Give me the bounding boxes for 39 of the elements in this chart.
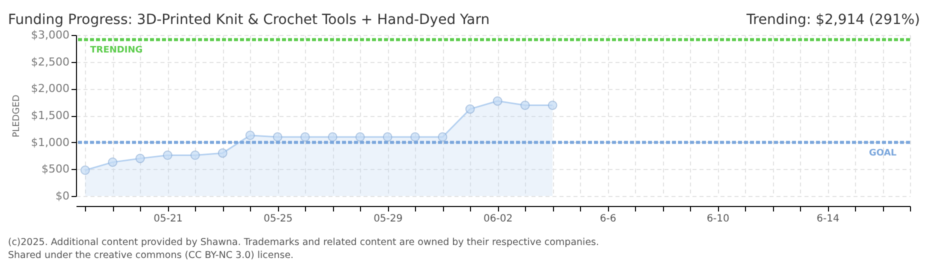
y-tick-label: $1,500: [31, 109, 70, 122]
point: [300, 132, 310, 142]
point: [135, 154, 145, 164]
text: Shared under the creative commons (CC BY-NC 3.0) license.: [8, 250, 294, 261]
x-tick-label: 6-6: [600, 214, 616, 224]
point: [80, 166, 90, 175]
point: [108, 158, 118, 167]
chart-subtitle: Trending: $2,914 (291%): [746, 12, 920, 28]
x-tick-label: 05-29: [374, 214, 403, 224]
point: [465, 104, 475, 114]
y-tick-label: $2,500: [31, 55, 70, 68]
y-tick-label: $500: [42, 162, 70, 176]
point: [272, 132, 282, 142]
x-tick-label: 05-25: [264, 214, 293, 224]
point: [190, 150, 200, 160]
y-tick-label: $1,000: [31, 136, 70, 149]
y-tick-label: $0: [56, 190, 70, 202]
y-tick-label: $2,000: [31, 82, 70, 96]
ref-line-label: TRENDING: [90, 46, 143, 56]
x-tick-label: 06-02: [484, 214, 513, 224]
point: [492, 96, 502, 106]
x-tick-label: 6-10: [706, 214, 730, 224]
point: [355, 132, 365, 142]
x-tick-label: 05-21: [154, 214, 183, 224]
y-axis-title: PLEDGED: [12, 94, 22, 138]
x-tick-label: 6-14: [816, 214, 840, 224]
point: [410, 132, 420, 142]
point: [218, 148, 228, 158]
point: [382, 132, 392, 142]
point: [162, 150, 172, 160]
point: [245, 130, 255, 140]
point: [438, 132, 448, 142]
y-tick-label: $3,000: [31, 28, 70, 42]
text: (c)2025. Additional content provided by Shawna. Trademarks and related content are owned by their respective companies.: [8, 237, 600, 248]
point: [548, 100, 558, 110]
point: [328, 132, 338, 142]
ref-line-label: GOAL: [869, 148, 897, 158]
chart-title: Funding Progress: 3D-Printed Knit & Crochet Tools + Hand-Dyed Yarn: [8, 12, 490, 28]
point: [520, 100, 530, 110]
